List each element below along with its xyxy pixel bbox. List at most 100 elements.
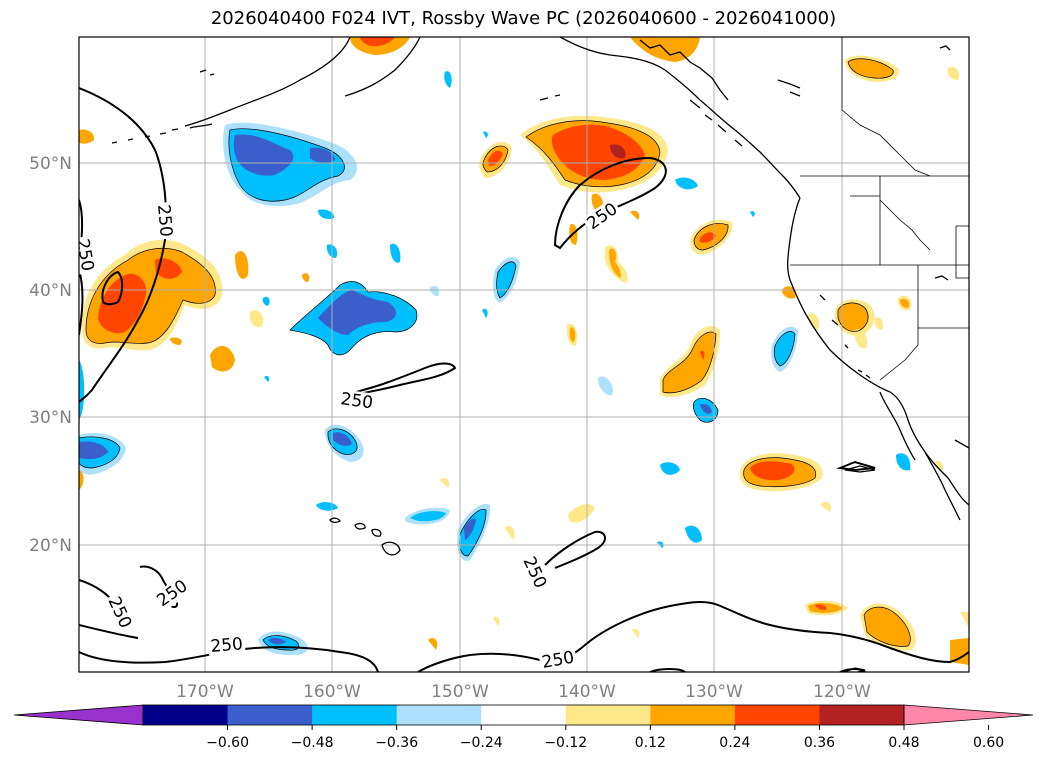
positive-anomaly-region bbox=[700, 232, 716, 243]
colorbar-tick-label: −0.48 bbox=[291, 735, 334, 751]
colorbar-cell bbox=[650, 705, 736, 725]
lon-label: 170°W bbox=[176, 682, 234, 702]
colorbar: −0.60 −0.48 −0.36 −0.24 −0.12 0.12 0.24 0.36 0.4… bbox=[13, 704, 1034, 751]
positive-anomaly-region bbox=[79, 129, 95, 144]
positive-anomaly-region bbox=[235, 251, 249, 279]
colorbar-extend-min bbox=[13, 704, 144, 726]
negative-anomaly-region bbox=[464, 518, 476, 540]
colorbar-tick-label: 0.24 bbox=[719, 735, 750, 751]
contour-label-background bbox=[79, 235, 98, 275]
negative-anomaly-region bbox=[264, 375, 270, 382]
colorbar-cell bbox=[312, 705, 398, 725]
colorbar-cell bbox=[819, 705, 905, 725]
negative-anomaly-region bbox=[496, 261, 516, 298]
positive-anomaly-region bbox=[947, 66, 960, 80]
colorbar-tick-label: −0.36 bbox=[375, 735, 418, 751]
contour-label-background bbox=[581, 197, 624, 236]
positive-anomaly-region bbox=[302, 273, 310, 282]
lon-label: 160°W bbox=[303, 682, 361, 702]
contour-label-background bbox=[538, 647, 578, 672]
positive-anomaly-region bbox=[505, 525, 515, 540]
lat-label: 20°N bbox=[29, 536, 72, 556]
positive-anomaly-region bbox=[854, 329, 868, 349]
positive-anomaly-region bbox=[428, 638, 438, 650]
negative-anomaly-region bbox=[896, 453, 911, 471]
lon-label: 130°W bbox=[685, 682, 743, 702]
positive-anomaly-region bbox=[568, 504, 595, 523]
colorbar-tick-label: 0.12 bbox=[635, 735, 666, 751]
positive-anomaly-region bbox=[900, 298, 910, 308]
positive-anomaly-region bbox=[808, 313, 820, 330]
negative-anomaly-region bbox=[390, 243, 401, 263]
negative-anomaly-region bbox=[700, 403, 712, 414]
colorbar-cell bbox=[227, 705, 313, 725]
negative-anomaly-region bbox=[310, 147, 335, 163]
contour-label-background bbox=[152, 201, 176, 240]
positive-anomaly-region bbox=[170, 337, 182, 345]
positive-anomaly-region bbox=[700, 350, 705, 360]
positive-anomaly-region bbox=[155, 258, 182, 279]
negative-anomaly-region bbox=[333, 432, 352, 446]
negative-anomaly-region bbox=[459, 509, 487, 556]
negative-anomaly-region bbox=[774, 331, 795, 366]
ivt-250-contours bbox=[79, 87, 969, 672]
negative-anomaly-region bbox=[410, 511, 446, 522]
contour-label-background bbox=[207, 634, 246, 658]
positive-anomaly-region bbox=[820, 501, 832, 512]
negative-anomaly-region bbox=[598, 376, 613, 396]
contour-label: 250 bbox=[210, 634, 244, 657]
negative-anomaly-region bbox=[660, 462, 680, 475]
plot-frame bbox=[78, 36, 970, 673]
lon-label: 120°W bbox=[813, 682, 871, 702]
contour-label-background bbox=[337, 388, 377, 414]
contour-label: 250 bbox=[72, 237, 97, 272]
colorbar-cells bbox=[143, 705, 905, 725]
positive-anomaly-region bbox=[249, 310, 264, 328]
positive-anomaly-region bbox=[663, 331, 716, 393]
positive-anomaly-region bbox=[493, 616, 500, 626]
positive-anomaly-region bbox=[79, 470, 84, 490]
negative-anomaly-region bbox=[444, 71, 452, 88]
positive-anomaly-region bbox=[360, 37, 395, 47]
positive-anomaly-region bbox=[551, 124, 645, 180]
positive-anomaly-region bbox=[609, 248, 621, 278]
colorbar-extend-max bbox=[903, 704, 1034, 726]
colorbar-tick-label: 0.48 bbox=[888, 735, 919, 751]
negative-anomaly-region bbox=[482, 308, 488, 318]
positive-anomaly-region bbox=[750, 461, 795, 481]
positive-anomaly-region bbox=[782, 286, 796, 299]
negative-anomaly-region bbox=[685, 525, 702, 543]
contour-label: 250 bbox=[153, 204, 176, 238]
colorbar-cell bbox=[565, 705, 651, 725]
positive-anomaly-region bbox=[950, 638, 969, 665]
colorbar-tick-label: −0.60 bbox=[206, 735, 249, 751]
negative-anomaly-region bbox=[233, 134, 294, 176]
shading-outlines bbox=[79, 58, 911, 651]
negative-anomaly-region bbox=[430, 285, 440, 296]
positive-anomaly-region bbox=[440, 477, 450, 488]
positive-anomaly-region bbox=[632, 628, 640, 638]
positive-anomaly-region bbox=[874, 317, 883, 330]
lon-label: 150°W bbox=[431, 682, 489, 702]
contour-label-background bbox=[517, 551, 552, 594]
colorbar-frame bbox=[142, 704, 905, 726]
lat-label: 40°N bbox=[29, 281, 72, 301]
colorbar-tick-label: −0.12 bbox=[544, 735, 587, 751]
contour-label-background bbox=[102, 591, 137, 634]
negative-anomaly-region bbox=[79, 441, 108, 460]
colorbar-cell bbox=[734, 705, 820, 725]
lon-label: 140°W bbox=[558, 682, 616, 702]
contour-label-background bbox=[151, 574, 194, 613]
positive-anomaly-region bbox=[98, 273, 147, 334]
latitude-labels: 50°N 40°N 30°N 20°N bbox=[29, 154, 72, 556]
negative-anomaly-region bbox=[262, 296, 270, 306]
positive-anomaly-region bbox=[838, 302, 869, 332]
positive-anomaly-region bbox=[960, 612, 969, 628]
negative-anomaly-region bbox=[483, 131, 488, 138]
negative-anomaly-region bbox=[675, 177, 698, 190]
colorbar-cell bbox=[396, 705, 482, 725]
positive-anomaly-region bbox=[630, 210, 640, 220]
positive-anomaly-region bbox=[210, 345, 235, 372]
colorbar-tick-label: −0.24 bbox=[460, 735, 503, 751]
contour-label: 250 bbox=[339, 389, 374, 413]
